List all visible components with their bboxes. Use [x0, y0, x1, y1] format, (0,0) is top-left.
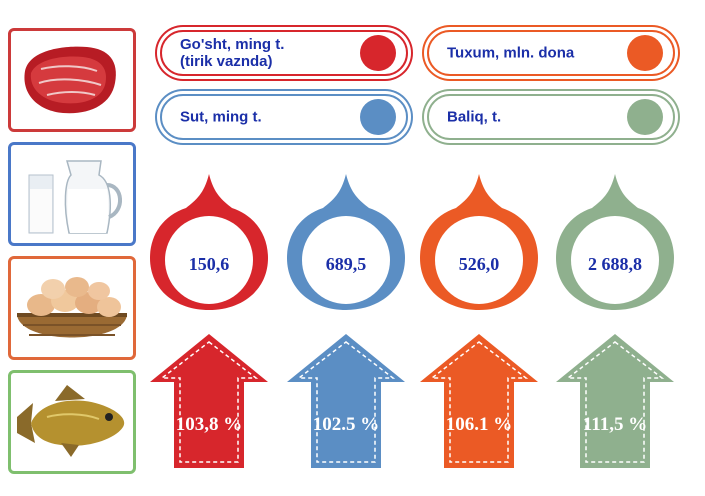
- legend-eggs: Tuxum, mln. dona: [427, 30, 675, 76]
- production-value: 689,5: [325, 254, 367, 274]
- pin-indicator-eggs: 526,0: [416, 168, 542, 314]
- pin-indicator-meat: 150,6: [146, 168, 272, 314]
- legend-label: Sut, ming t.: [180, 108, 262, 126]
- growth-percent: 103,8 %: [175, 414, 243, 435]
- growth-arrow-eggs: 106.1 %: [416, 330, 542, 470]
- legend-color-dot: [360, 35, 396, 71]
- legend-color-dot: [627, 99, 663, 135]
- fish-image: [8, 370, 136, 474]
- legend-meat: Go'sht, ming t. (tirik vaznda): [160, 30, 408, 76]
- growth-arrow-meat: 103,8 %: [146, 330, 272, 470]
- legend-label: Tuxum, mln. dona: [447, 44, 575, 62]
- growth-arrow-fish: 111,5 %: [552, 330, 678, 470]
- legend-label: Baliq, t.: [447, 108, 502, 126]
- growth-arrow-milk: 102.5 %: [283, 330, 409, 470]
- pin-indicator-fish: 2 688,8: [552, 168, 678, 314]
- pin-indicator-milk: 689,5: [283, 168, 409, 314]
- milk-image: [8, 142, 136, 246]
- growth-percent: 106.1 %: [445, 414, 513, 435]
- production-value: 526,0: [458, 254, 500, 274]
- production-value: 150,6: [188, 254, 230, 274]
- production-value: 2 688,8: [588, 254, 642, 274]
- legend-color-dot: [627, 35, 663, 71]
- legend-label: Go'sht, ming t. (tirik vaznda): [180, 35, 285, 70]
- growth-percent: 102.5 %: [312, 414, 380, 435]
- growth-percent: 111,5 %: [582, 414, 648, 435]
- legend-fish: Baliq, t.: [427, 94, 675, 140]
- meat-image: [8, 28, 136, 132]
- legend-milk: Sut, ming t.: [160, 94, 408, 140]
- legend-color-dot: [360, 99, 396, 135]
- eggs-image: [8, 256, 136, 360]
